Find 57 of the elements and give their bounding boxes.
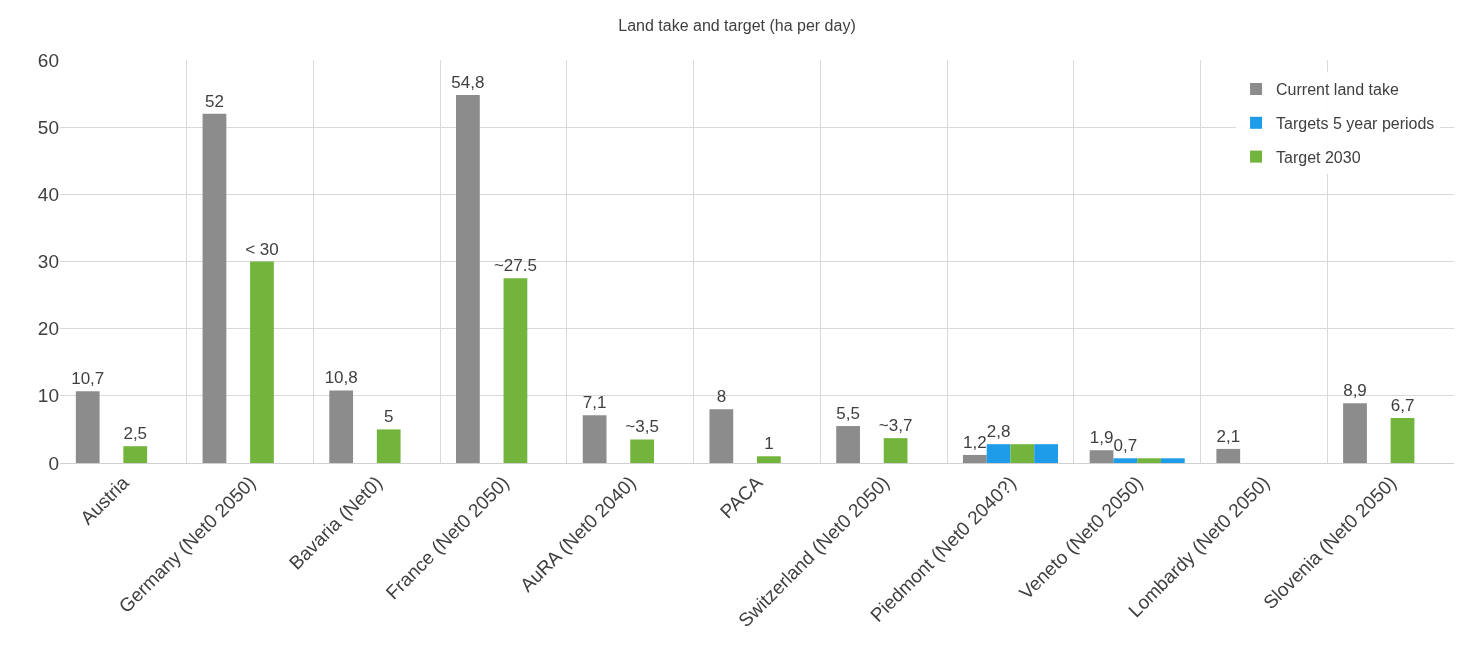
data-label: 10,8 (324, 368, 358, 388)
data-label: 0,7 (1113, 436, 1138, 456)
y-tick-label: 10 (37, 385, 59, 407)
legend-label: Current land take (1276, 81, 1399, 99)
y-tick-label: 20 (37, 318, 59, 340)
data-label: 8 (716, 387, 727, 407)
bar (376, 429, 401, 463)
bar (123, 446, 148, 463)
bar (1137, 458, 1161, 463)
data-label: 5,5 (836, 404, 860, 424)
data-label: 2,8 (986, 422, 1011, 442)
data-label: 6,7 (1390, 396, 1415, 415)
bar (962, 454, 987, 463)
data-label: 1 (764, 434, 774, 454)
data-label: 1,2 (962, 432, 987, 452)
y-tick-label: 40 (37, 183, 59, 205)
bar (75, 391, 100, 463)
bar (709, 409, 734, 463)
bar (1113, 458, 1138, 463)
y-tick-label: 50 (37, 116, 59, 138)
y-tick-label: 30 (37, 251, 59, 273)
bar (250, 261, 274, 463)
bar (1343, 403, 1367, 463)
bar (1390, 418, 1415, 463)
data-label: < 30 (245, 239, 279, 259)
legend-label: Target 2030 (1276, 148, 1361, 166)
data-label: 52 (204, 91, 224, 111)
bar (757, 456, 781, 463)
bar (329, 390, 354, 463)
data-label: 2,1 (1216, 426, 1241, 446)
data-label: 10,7 (71, 369, 105, 389)
data-label: ~27.5 (493, 256, 537, 276)
y-tick-label: 0 (48, 452, 59, 474)
y-tick-label: 60 (37, 49, 59, 71)
bar (582, 415, 607, 463)
data-label: 2,5 (123, 424, 148, 444)
legend-label: Targets 5 year periods (1276, 115, 1435, 133)
bar (986, 444, 1011, 463)
bar (1216, 448, 1241, 463)
bar (836, 426, 860, 463)
bar (630, 439, 655, 463)
bar (503, 278, 528, 463)
data-label: 7,1 (582, 393, 607, 413)
data-label: 5 (383, 407, 394, 427)
bar (202, 113, 227, 463)
bar (1160, 458, 1185, 463)
data-label: ~3,5 (625, 417, 659, 437)
bar (1089, 450, 1114, 463)
data-label: 54,8 (451, 72, 485, 92)
chart-title: Land take and target (ha per day) (618, 16, 856, 34)
data-label: ~3,7 (878, 416, 913, 436)
bar (456, 94, 480, 463)
bar (883, 438, 908, 463)
data-label: 1,9 (1089, 428, 1114, 448)
bar (1034, 444, 1058, 463)
bar (1010, 444, 1035, 463)
data-label: 8,9 (1343, 381, 1367, 401)
